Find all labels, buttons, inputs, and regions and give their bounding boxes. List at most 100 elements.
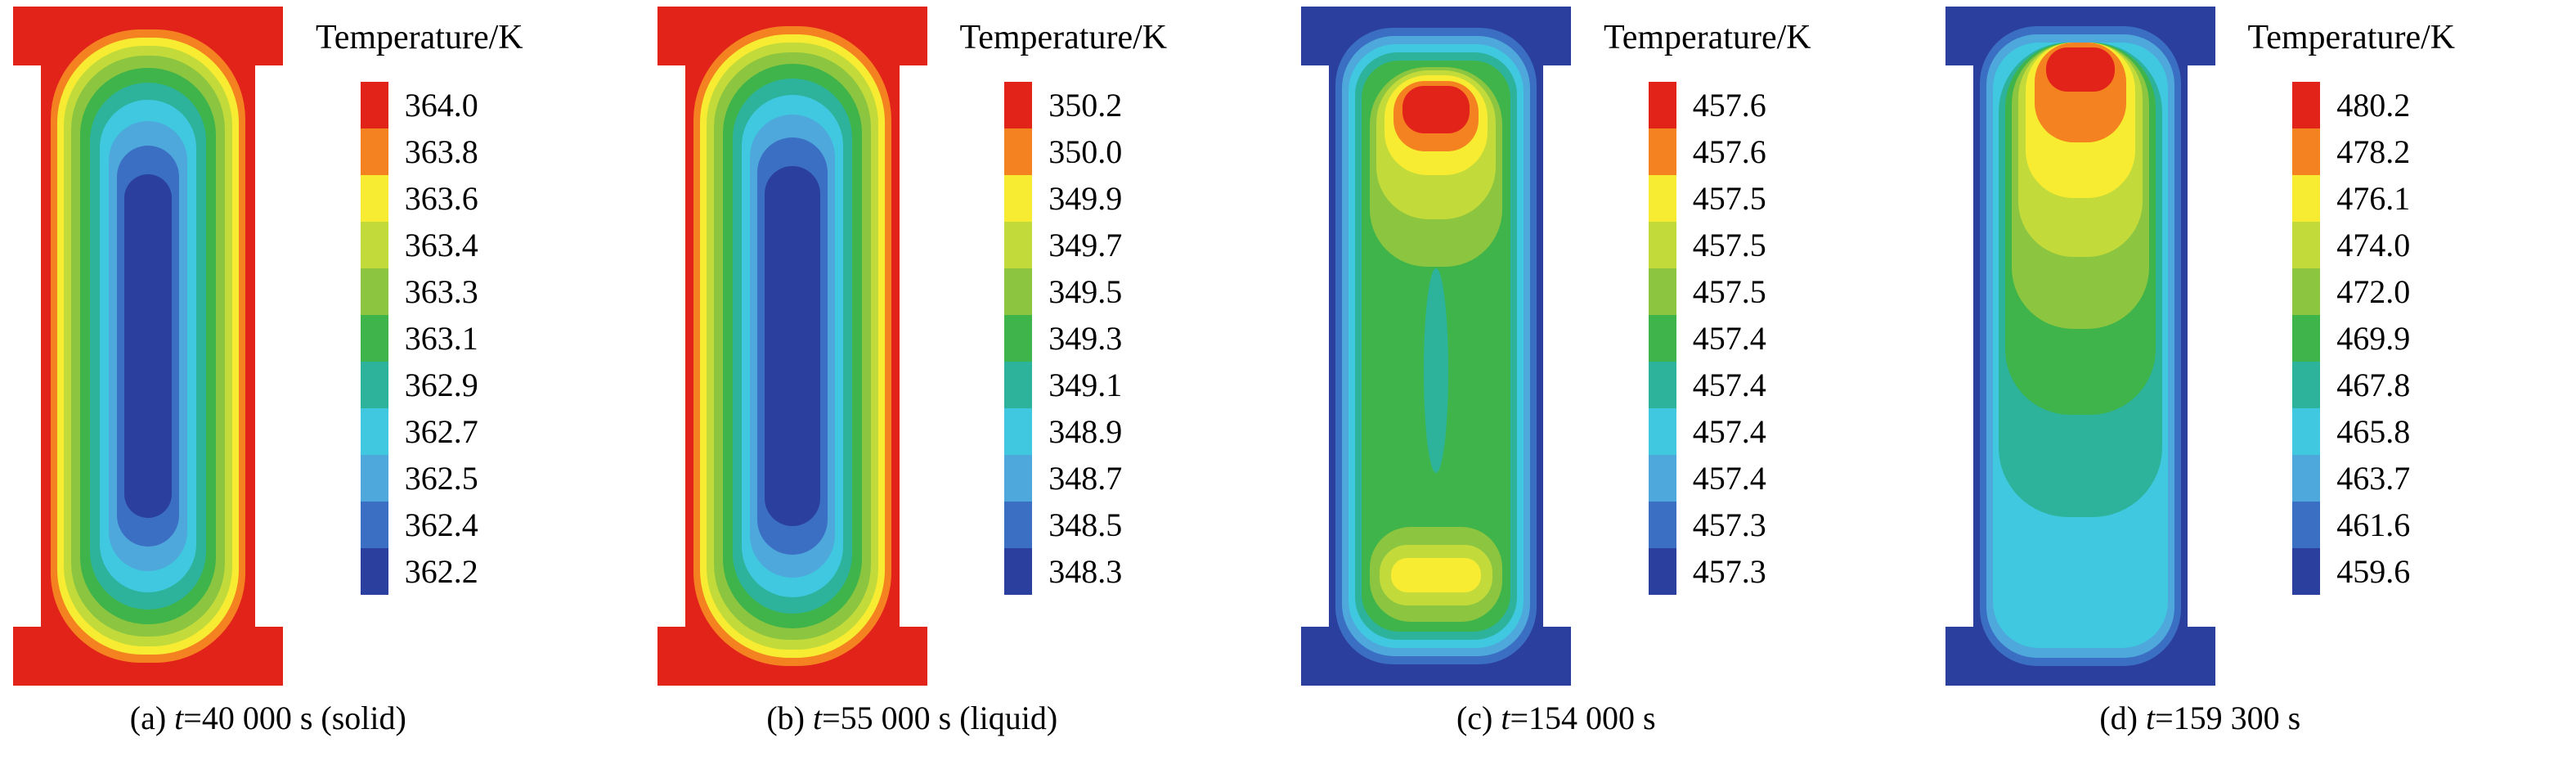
legend-value: 457.6 <box>1692 133 1766 170</box>
legend-row: 457.5 <box>1648 268 1766 315</box>
legend-row: 474.0 <box>2292 222 2410 268</box>
legend-row: 476.1 <box>2292 175 2410 222</box>
legend-value: 349.9 <box>1048 180 1123 217</box>
legend-color-swatch <box>360 128 388 175</box>
panel-caption-c: (c) t=154 000 s <box>1301 699 1811 737</box>
caption-prefix: (d) <box>2099 700 2146 736</box>
legend-row: 349.1 <box>1004 362 1122 408</box>
legend-value: 469.9 <box>2336 320 2411 357</box>
legend-value: 457.5 <box>1692 180 1766 217</box>
panel-d-inner: Temperature/K 480.2 478.2 476.1 474.0 472.0 4… <box>1945 0 2456 737</box>
legend-row: 363.3 <box>360 268 478 315</box>
legend-value: 349.5 <box>1048 273 1123 310</box>
legend-colorbar: 457.6 457.6 457.5 457.5 457.5 457.4 457.4 457.4… <box>1648 82 1766 595</box>
legend-color-swatch <box>2292 128 2321 175</box>
legend-value: 467.8 <box>2336 367 2411 403</box>
legend-row: 348.7 <box>1004 455 1122 502</box>
legend-color-swatch <box>1648 455 1676 502</box>
legend-color-swatch <box>2292 222 2321 268</box>
legend-color-swatch <box>2292 548 2321 595</box>
legend-row: 362.9 <box>360 362 478 408</box>
legend-color-swatch <box>2292 502 2321 548</box>
legend-row: 457.4 <box>1648 455 1766 502</box>
legend-a: Temperature/K 364.0 363.8 363.6 363.4 363.3 3… <box>316 18 523 595</box>
legend-row: 463.7 <box>2292 455 2410 502</box>
legend-row: 349.9 <box>1004 175 1122 222</box>
legend-value: 363.4 <box>404 227 478 263</box>
legend-value: 362.4 <box>404 506 478 543</box>
panel-b: Temperature/K 350.2 350.0 349.9 349.7 349.5 3… <box>644 0 1289 765</box>
legend-color-swatch <box>360 408 388 455</box>
legend-value: 457.6 <box>1692 87 1766 124</box>
legend-color-swatch <box>360 268 388 315</box>
panel-a-main: Temperature/K 364.0 363.8 363.6 363.4 363.3 3… <box>13 7 523 686</box>
panel-c-main: Temperature/K 457.6 457.6 457.5 457.5 457.5 4… <box>1301 7 1811 686</box>
legend-value: 465.8 <box>2336 413 2411 450</box>
panel-b-main: Temperature/K 350.2 350.0 349.9 349.7 349.5 3… <box>657 7 1168 686</box>
contour-hot-spot <box>1402 86 1470 133</box>
legend-value: 476.1 <box>2336 180 2411 217</box>
legend-color-swatch <box>1004 502 1033 548</box>
caption-rest: =55 000 s (liquid) <box>822 700 1058 736</box>
legend-c: Temperature/K 457.6 457.6 457.5 457.5 457.5 4… <box>1604 18 1811 595</box>
legend-title: Temperature/K <box>2247 19 2456 56</box>
legend-row: 363.8 <box>360 128 478 175</box>
legend-color-swatch <box>1648 548 1676 595</box>
legend-row: 457.6 <box>1648 82 1766 128</box>
legend-value: 350.0 <box>1048 133 1123 170</box>
legend-row: 348.3 <box>1004 548 1122 595</box>
legend-value: 348.3 <box>1048 553 1123 590</box>
legend-colorbar: 364.0 363.8 363.6 363.4 363.3 363.1 362.9 362.7… <box>360 82 478 595</box>
legend-color-swatch <box>2292 315 2321 362</box>
legend-row: 457.5 <box>1648 175 1766 222</box>
panel-caption-d: (d) t=159 300 s <box>1945 699 2456 737</box>
legend-value: 363.3 <box>404 273 478 310</box>
legend-row: 348.9 <box>1004 408 1122 455</box>
legend-color-swatch <box>2292 455 2321 502</box>
legend-row: 457.6 <box>1648 128 1766 175</box>
legend-value: 364.0 <box>404 87 478 124</box>
legend-row: 363.1 <box>360 315 478 362</box>
legend-color-swatch <box>1648 128 1676 175</box>
legend-color-swatch <box>1004 455 1033 502</box>
legend-color-swatch <box>360 82 388 128</box>
legend-row: 362.2 <box>360 548 478 595</box>
legend-color-swatch <box>1648 408 1676 455</box>
legend-color-swatch <box>1004 315 1033 362</box>
caption-prefix: (b) <box>766 700 813 736</box>
legend-row: 459.6 <box>2292 548 2410 595</box>
legend-row: 457.3 <box>1648 548 1766 595</box>
legend-value: 457.3 <box>1692 553 1766 590</box>
legend-value: 348.9 <box>1048 413 1123 450</box>
legend-color-swatch <box>360 548 388 595</box>
legend-value: 474.0 <box>2336 227 2411 263</box>
legend-row: 465.8 <box>2292 408 2410 455</box>
panel-caption-b: (b) t=55 000 s (liquid) <box>657 699 1168 737</box>
caption-variable: t <box>1501 700 1510 736</box>
legend-title: Temperature/K <box>959 19 1168 56</box>
legend-color-swatch <box>1004 128 1033 175</box>
legend-row: 362.7 <box>360 408 478 455</box>
legend-row: 461.6 <box>2292 502 2410 548</box>
legend-value: 461.6 <box>2336 506 2411 543</box>
contour-band <box>1391 558 1481 592</box>
caption-prefix: (a) <box>129 700 175 736</box>
caption-variable: t <box>2146 700 2156 736</box>
legend-color-swatch <box>360 222 388 268</box>
legend-value: 457.5 <box>1692 273 1766 310</box>
legend-value: 349.1 <box>1048 367 1123 403</box>
legend-value: 459.6 <box>2336 553 2411 590</box>
legend-title: Temperature/K <box>1604 19 1811 56</box>
panel-d-main: Temperature/K 480.2 478.2 476.1 474.0 472.0 4… <box>1945 7 2456 686</box>
legend-color-swatch <box>360 315 388 362</box>
contour-plot-d <box>1945 7 2215 686</box>
legend-value: 362.7 <box>404 413 478 450</box>
panel-c: Temperature/K 457.6 457.6 457.5 457.5 457.5 4… <box>1288 0 1932 765</box>
legend-row: 349.7 <box>1004 222 1122 268</box>
legend-value: 457.5 <box>1692 227 1766 263</box>
contour-streak <box>1424 268 1448 473</box>
panel-caption-a: (a) t=40 000 s (solid) <box>13 699 523 737</box>
legend-row: 349.3 <box>1004 315 1122 362</box>
legend-value: 362.9 <box>404 367 478 403</box>
